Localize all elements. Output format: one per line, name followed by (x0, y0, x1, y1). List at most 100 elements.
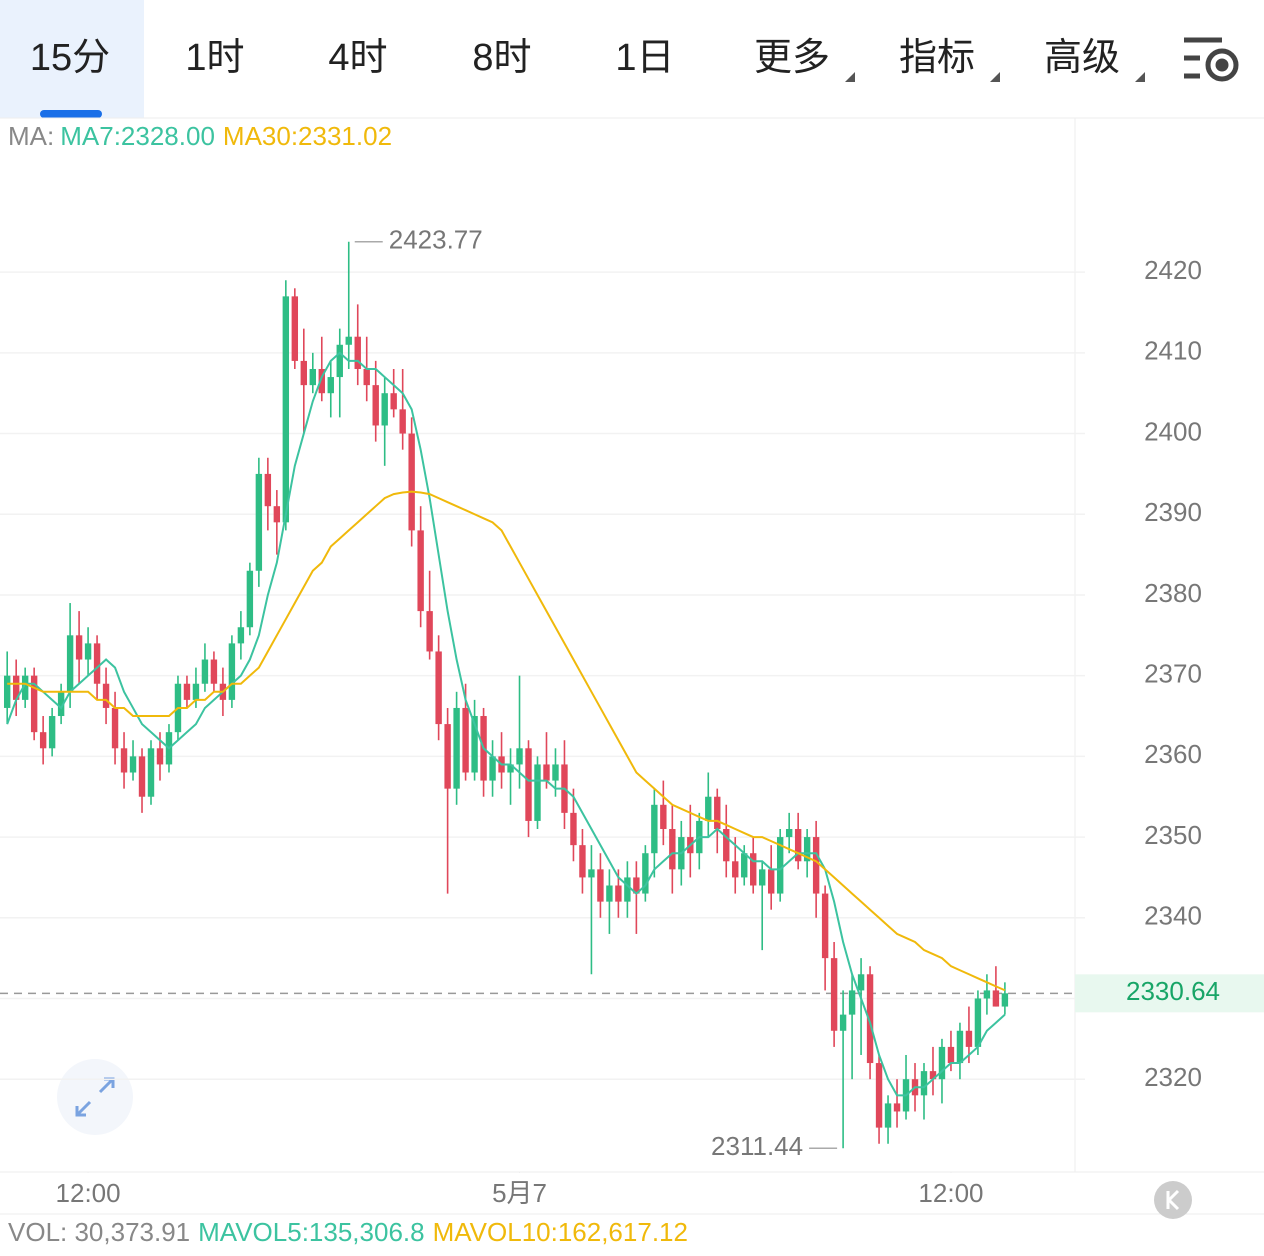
ma-label: MA: (8, 121, 54, 151)
candle-body (579, 845, 586, 878)
candle-body (866, 974, 874, 1064)
candle-body (336, 344, 343, 378)
y-tick-label: 2340 (1144, 901, 1202, 931)
candle-body (129, 756, 137, 773)
candle-body (534, 764, 541, 821)
candle-body (714, 796, 721, 830)
candle-body (732, 861, 739, 878)
candle-body (543, 764, 550, 781)
candle-body (965, 1030, 973, 1047)
candle-body (363, 368, 370, 386)
last-price-badge (1075, 974, 1264, 1013)
candle-body (633, 877, 640, 894)
candle-body (875, 1063, 883, 1128)
candle-body (372, 385, 379, 426)
candle-body (525, 748, 532, 821)
high-label: 2423.77 (389, 225, 483, 255)
tab[interactable]: 8时 (472, 37, 531, 79)
candle-body (785, 829, 793, 838)
vol-legend: VOL: 30,373.91 MAVOL5:135,306.8 MAVOL10:16… (8, 1217, 688, 1247)
candle-body (651, 804, 658, 854)
candle-body (12, 675, 20, 700)
tab[interactable]: 4时 (328, 37, 387, 79)
candle-body (417, 530, 424, 612)
candle-body (21, 675, 29, 700)
candle-body (992, 990, 1000, 1007)
settings-icon[interactable] (1184, 37, 1239, 82)
candle-body (588, 869, 595, 878)
candle-body (642, 853, 649, 894)
x-tick-label: 5月7 (492, 1178, 547, 1208)
tab[interactable]: 1日 (615, 37, 674, 79)
candle-body (408, 433, 415, 531)
tab[interactable]: 高级 (1044, 37, 1120, 79)
candle-body (920, 1071, 928, 1096)
candle-body (120, 748, 128, 773)
candle-body (318, 368, 325, 394)
mavol10-label: MAVOL10:162,617.12 (433, 1217, 688, 1247)
candle-body (246, 570, 254, 628)
candle-body (471, 716, 478, 773)
candle-body (147, 748, 155, 797)
candle-body (705, 796, 712, 821)
candle-body (615, 885, 622, 902)
candle-body (974, 998, 982, 1047)
candle-body (947, 1046, 955, 1064)
candle-body (381, 393, 388, 426)
ma-legend: MA: MA7:2328.00 MA30:2331.02 (8, 121, 392, 151)
candle-body (794, 829, 802, 862)
candle-body (264, 473, 272, 507)
candle-body (606, 885, 613, 902)
candle-body (624, 877, 631, 902)
candle-body (552, 764, 559, 781)
candle-body (767, 869, 775, 894)
y-tick-label: 2320 (1144, 1062, 1202, 1092)
candle-body (399, 409, 406, 434)
y-tick-label: 2400 (1144, 416, 1202, 446)
expand-button[interactable] (57, 1059, 133, 1135)
tab[interactable]: 1时 (185, 37, 244, 79)
candle-body (57, 691, 65, 717)
candle-body (839, 1014, 847, 1031)
x-tick-label: 12:00 (918, 1178, 983, 1208)
candle-body (750, 853, 757, 886)
candle-body (111, 707, 119, 749)
candle-body (803, 837, 811, 862)
candle-body (255, 473, 263, 571)
y-tick-label: 2420 (1144, 255, 1202, 285)
candle-body (462, 707, 469, 773)
candle-body (956, 1030, 964, 1064)
low-label: 2311.44 (711, 1131, 803, 1161)
ma7-label: MA7:2328.00 (60, 121, 215, 151)
candle-body (102, 683, 110, 708)
candle-body (848, 990, 856, 1015)
candle-body (830, 958, 838, 1031)
candle-body (201, 659, 209, 684)
candle-body (210, 659, 218, 684)
candle-body (776, 837, 784, 894)
candle-body (273, 506, 281, 523)
candle-body (354, 336, 361, 369)
tab[interactable]: 更多 (754, 37, 830, 79)
candle-body (821, 893, 829, 959)
candle-body (345, 336, 352, 345)
vol-label: VOL: 30,373.91 (8, 1217, 190, 1247)
candle-body (192, 683, 200, 700)
tab[interactable]: 15分 (30, 37, 110, 79)
candle-body (282, 296, 290, 523)
candle-body (812, 837, 820, 894)
candle-body (444, 724, 451, 789)
candle-body (48, 716, 56, 749)
candle-body (291, 296, 299, 361)
scroll-latest-button[interactable] (1154, 1181, 1192, 1219)
ma30-label: MA30:2331.02 (223, 121, 392, 151)
candle-body (435, 651, 442, 725)
candle-body (327, 377, 334, 394)
y-tick-label: 2410 (1144, 336, 1202, 366)
candle-body (660, 804, 667, 830)
candle-body (570, 812, 577, 846)
candle-body (237, 627, 245, 644)
candle-body (1001, 993, 1009, 1007)
tab[interactable]: 指标 (899, 37, 975, 79)
